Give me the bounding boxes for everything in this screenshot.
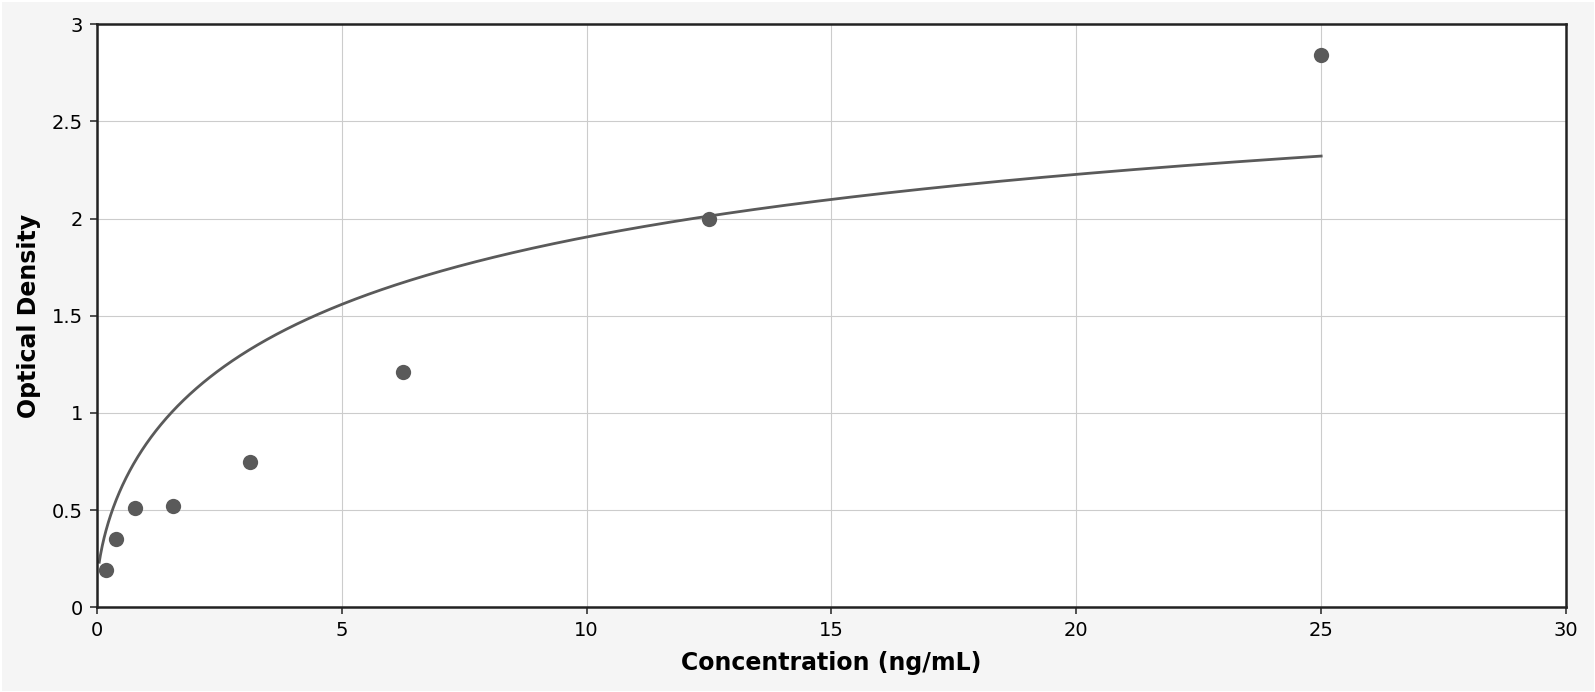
Point bbox=[94, 565, 120, 576]
Point bbox=[161, 501, 187, 512]
Point bbox=[123, 502, 148, 513]
Point bbox=[391, 367, 416, 378]
Point bbox=[695, 213, 721, 224]
Point bbox=[1308, 50, 1333, 61]
Point bbox=[238, 456, 263, 467]
Y-axis label: Optical Density: Optical Density bbox=[16, 214, 40, 418]
Point bbox=[104, 534, 129, 545]
X-axis label: Concentration (ng/mL): Concentration (ng/mL) bbox=[681, 651, 981, 675]
